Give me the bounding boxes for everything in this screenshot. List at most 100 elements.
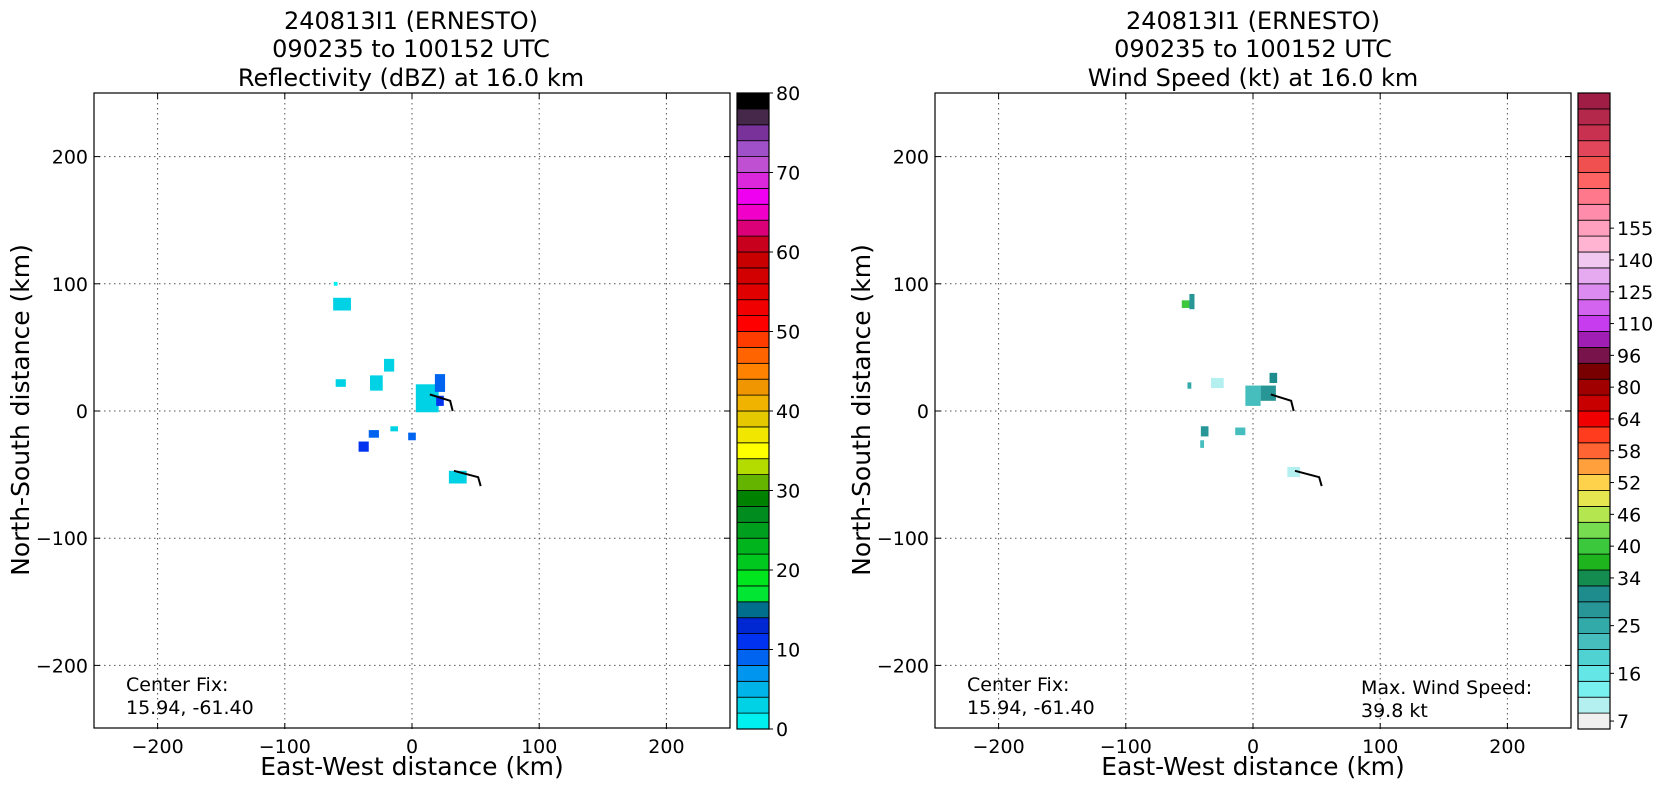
colorbar-bin <box>1577 521 1611 539</box>
colorbar-bin <box>736 505 770 523</box>
data-cell <box>434 374 446 392</box>
center-fix-value: 15.94, -61.40 <box>967 697 1095 719</box>
data-cell <box>1189 293 1195 310</box>
data-cell <box>1260 385 1276 401</box>
colorbar-tick-label: 80 <box>1617 377 1641 399</box>
colorbar-tick-label: 34 <box>1617 568 1641 590</box>
data-cell <box>415 384 439 413</box>
x-tick-label: 0 <box>406 736 418 758</box>
colorbar-tick-label: 70 <box>776 163 800 185</box>
colorbar-tick-label: 10 <box>776 640 800 662</box>
title-line-1: 240813I1 (ERNESTO) <box>1126 7 1380 35</box>
y-tick-label: 200 <box>893 147 929 169</box>
x-tick-label: −100 <box>259 736 311 758</box>
colorbar-bin <box>736 140 770 157</box>
y-tick-labels: 200 100 0 −100 −200 <box>877 147 1571 677</box>
y-tick-label: −100 <box>877 528 929 550</box>
colorbar-bin <box>1577 362 1611 380</box>
colorbar-bin <box>736 633 770 650</box>
colorbar-bin <box>1577 172 1611 189</box>
data-cell <box>1187 382 1192 389</box>
colorbar-tick-label: 16 <box>1617 663 1641 685</box>
data-cell <box>358 441 369 452</box>
x-tick-label: −200 <box>132 736 184 758</box>
flight-track <box>429 393 482 487</box>
colorbar-bin <box>1577 187 1611 205</box>
colorbar-bin <box>736 299 770 317</box>
colorbar-tick-label: 20 <box>776 560 800 582</box>
title-line-2: 090235 to 100152 UTC <box>1114 35 1392 63</box>
x-axis-label: East-West distance (km) <box>260 752 564 781</box>
data-cell <box>1287 466 1301 478</box>
colorbar-bin <box>736 108 770 126</box>
colorbar-bin <box>736 267 770 285</box>
x-tick-label: 100 <box>1362 736 1398 758</box>
colorbar-bin <box>1577 92 1611 110</box>
colorbar-bin <box>736 474 770 491</box>
colorbar-bin <box>1577 490 1611 507</box>
data-cell <box>335 379 346 387</box>
x-tick-label: −100 <box>1100 736 1152 758</box>
colorbar-bin <box>736 426 770 444</box>
colorbar-tick-label: 140 <box>1617 250 1653 272</box>
colorbar-bin <box>736 649 770 666</box>
colorbar-tick-label: 30 <box>776 481 800 503</box>
center-fix-label: Center Fix: <box>126 674 228 696</box>
data-cell <box>1181 300 1192 308</box>
data-cell <box>390 426 399 432</box>
wind-speed-panel: 240813I1 (ERNESTO) 090235 to 100152 UTC … <box>847 7 1653 781</box>
x-tick-labels: −200 −100 0 100 200 <box>973 93 1526 758</box>
colorbar-frame <box>1577 92 1611 730</box>
flight-track-line <box>453 469 482 487</box>
data-cell <box>370 375 383 391</box>
colorbar-bin <box>736 283 770 301</box>
colorbar-bin <box>736 219 770 237</box>
colorbar-bin <box>1577 299 1611 317</box>
x-tick-labels: −200 −100 0 100 200 <box>132 93 685 758</box>
x-tick-label: 100 <box>521 736 557 758</box>
colorbar-bin <box>736 378 770 396</box>
colorbar-bin <box>736 124 770 142</box>
y-tick-label: 200 <box>52 147 88 169</box>
colorbar-bin <box>736 680 770 698</box>
colorbar-bin <box>736 315 770 332</box>
colorbar-bin <box>736 458 770 476</box>
colorbar-bin <box>1577 569 1611 587</box>
y-tick-label: 100 <box>52 274 88 296</box>
wind-cells <box>1181 293 1301 478</box>
colorbar-bin <box>1577 601 1611 619</box>
colorbar-bin <box>1577 108 1611 126</box>
colorbar-bin <box>1577 315 1611 332</box>
y-tick-label: 100 <box>893 274 929 296</box>
colorbar-bin <box>736 172 770 189</box>
data-cell <box>436 395 444 406</box>
data-cell <box>1269 372 1278 384</box>
colorbar-bin <box>736 442 770 460</box>
reflectivity-plot-area: −200 −100 0 100 200 200 100 0 −100 −200 <box>36 92 731 758</box>
colorbar-bin <box>1577 267 1611 285</box>
colorbar-tick-label: 40 <box>776 401 800 423</box>
colorbar-tick-label: 64 <box>1617 409 1641 431</box>
colorbar-bin <box>736 537 770 555</box>
colorbar-bin <box>736 156 770 173</box>
colorbar-bin <box>736 553 770 571</box>
data-cell <box>1211 377 1224 389</box>
colorbar-bin <box>736 490 770 507</box>
colorbar-tick-label: 0 <box>776 719 788 741</box>
max-wind-label: Max. Wind Speed: <box>1361 677 1532 699</box>
y-tick-label: −100 <box>36 528 88 550</box>
colorbar-bin <box>736 521 770 539</box>
colorbar-bin <box>1577 537 1611 555</box>
wind-speed-plot-area: −200 −100 0 100 200 200 100 0 −100 −200 <box>877 92 1572 758</box>
flight-track-line <box>1294 469 1323 487</box>
colorbar-tick-label: 58 <box>1617 441 1641 463</box>
colorbar-bin <box>1577 124 1611 142</box>
colorbar-bin <box>736 617 770 635</box>
center-fix-value: 15.94, -61.40 <box>126 697 254 719</box>
colorbar-tick-label: 110 <box>1617 314 1653 336</box>
x-tick-label: 200 <box>648 736 684 758</box>
x-tick-label: 200 <box>1489 736 1525 758</box>
colorbar-bin <box>736 331 770 348</box>
y-tick-label: −200 <box>36 655 88 677</box>
echo-cells <box>333 281 467 484</box>
